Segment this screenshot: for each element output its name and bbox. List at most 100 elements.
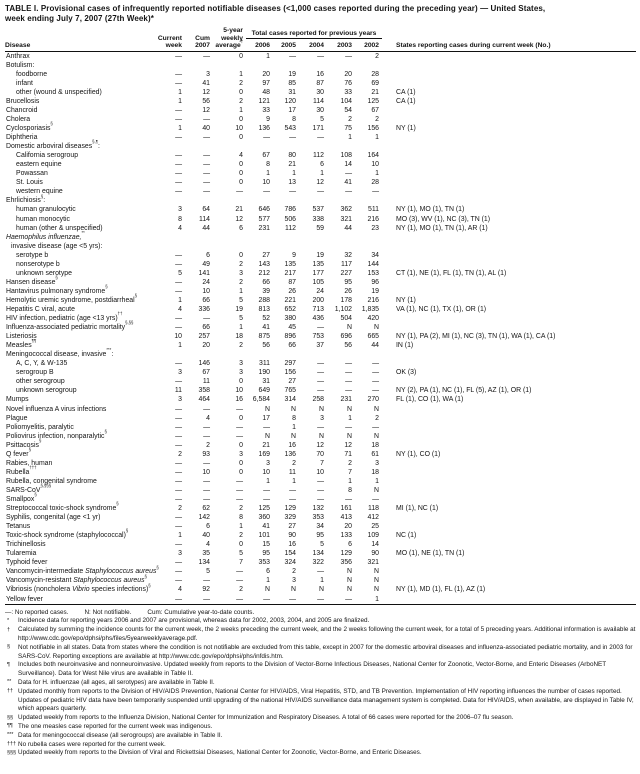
case-count-cell: 1	[239, 287, 243, 295]
case-count-cell: 1,102	[334, 306, 352, 313]
case-count-cell: 20	[344, 523, 352, 531]
case-count-cell	[157, 242, 185, 251]
footnote-marker: §	[144, 573, 147, 579]
table-row: Cholera — — 0 9 8 5 2 2	[5, 115, 636, 124]
case-count-cell: 3	[178, 396, 182, 404]
case-count-cell: 11	[202, 378, 210, 386]
legend-line: —: No reported cases. N: Not notifiable. C…	[5, 609, 636, 618]
disease-label: infant	[16, 79, 33, 87]
case-count-cell: 358	[198, 387, 211, 395]
case-count-cell: 324	[284, 559, 297, 567]
case-count-cell: N	[265, 405, 270, 413]
col-header-5yr-avg: 5-year weekly average†	[213, 27, 246, 51]
case-count-cell: 12	[235, 215, 243, 223]
table-row: Listeriosis 10 257 18 875 896 753 696 665 NY (1),…	[5, 332, 636, 341]
footnote-marker: §	[40, 193, 44, 199]
table-row: Novel influenza A virus infections — — — N N N…	[5, 405, 636, 414]
table-row: Typhoid fever — 134 7 353 324 322 356 321	[5, 558, 636, 567]
case-count-cell: 649	[258, 387, 271, 395]
case-count-cell: 135	[284, 260, 297, 268]
case-count-cell: —	[236, 477, 243, 485]
case-count-cell: —	[372, 423, 379, 431]
case-count-cell: —	[203, 495, 210, 503]
case-count-cell: —	[317, 387, 324, 395]
case-count-cell: 1	[178, 125, 182, 133]
case-count-cell: —	[236, 577, 243, 585]
case-count-cell: —	[203, 179, 210, 187]
case-count-cell: 2	[239, 278, 243, 286]
disease-label: eastern equine	[16, 161, 62, 169]
case-count-cell: 34	[316, 523, 324, 531]
table-row: infant — 41 2 97 85 87 76 69	[5, 79, 636, 88]
case-count-cell: 537	[312, 206, 325, 214]
case-count-cell: 321	[340, 215, 353, 223]
case-count-cell: 3	[239, 369, 243, 377]
disease-label: Vibriosis (noncholera Vibrio species inf…	[6, 582, 151, 594]
case-count-cell	[327, 61, 355, 70]
disease-label: Psittacosis§	[6, 437, 42, 449]
case-count-cell	[355, 142, 382, 151]
footnote: §§§ Updated weekly from reports to the Di…	[5, 749, 636, 758]
case-count-cell: 2	[292, 459, 296, 467]
case-count-cell: 136	[284, 450, 297, 458]
case-count-cell: —	[203, 486, 210, 494]
case-count-cell: 109	[367, 532, 380, 540]
case-count-cell: —	[175, 468, 182, 476]
states-reporting-cell	[382, 169, 636, 178]
case-count-cell: 10	[262, 468, 270, 476]
states-reporting-cell	[382, 260, 636, 269]
table-row: Q fever§ 2 93 3 169 136 70 71 61 NY (1), CO (1)	[5, 447, 636, 459]
case-count-cell	[157, 61, 185, 70]
case-count-cell	[299, 61, 327, 70]
case-count-cell: —	[175, 523, 182, 531]
case-count-cell: 129	[340, 550, 353, 558]
disease-label: Cholera	[6, 116, 31, 124]
states-reporting-cell	[382, 115, 636, 124]
states-reporting-cell: MO (1), NE (1), TN (1)	[396, 550, 465, 558]
table-row: other serogroup — 11 0 31 27 — — —	[5, 377, 636, 386]
case-count-cell: —	[236, 486, 243, 494]
case-count-cell: 41	[262, 523, 270, 531]
footnote: ¶ Includes both neuroinvasive and nonneur…	[5, 661, 636, 679]
case-count-cell: 7	[320, 459, 324, 467]
case-count-cell	[185, 242, 213, 251]
table-row: foodborne — 3 1 20 19 16 20 28	[5, 70, 636, 79]
states-reporting-cell	[382, 350, 636, 359]
states-reporting-cell	[382, 151, 636, 160]
case-count-cell: 93	[202, 450, 210, 458]
states-reporting-cell	[382, 196, 636, 205]
case-count-cell: —	[203, 423, 210, 431]
disease-label: unknown serogroup	[16, 387, 77, 395]
states-reporting-cell: CT (1), NE (1), FL (1), TN (1), AL (1)	[396, 269, 507, 277]
case-count-cell: —	[175, 360, 182, 368]
case-count-cell	[327, 196, 355, 205]
case-count-cell	[355, 233, 382, 242]
case-count-cell: 10	[262, 179, 270, 187]
case-count-cell: —	[175, 514, 182, 522]
case-count-cell: N	[291, 432, 296, 440]
disease-label: Typhoid fever	[6, 559, 48, 567]
footnote-text: Incidence data for reporting years 2006 …	[18, 617, 370, 625]
case-count-cell: —	[317, 495, 324, 503]
case-count-cell: 64	[202, 206, 210, 214]
case-count-cell	[246, 196, 273, 205]
case-count-cell: 1	[239, 523, 243, 531]
col-header-2003: 2003	[337, 42, 352, 50]
case-count-cell: 5	[239, 315, 243, 323]
case-count-cell: 258	[312, 396, 325, 404]
footnote-marker: ¶¶	[31, 338, 37, 344]
case-count-cell: 13	[288, 179, 296, 187]
case-count-cell: N	[319, 405, 324, 413]
footnote-text: Updated weekly from reports to the Influ…	[18, 714, 514, 722]
case-count-cell: —	[317, 423, 324, 431]
case-count-cell: —	[203, 595, 210, 603]
states-reporting-cell	[382, 522, 636, 531]
case-count-cell: 75	[344, 125, 352, 133]
case-count-cell: 8	[266, 161, 270, 169]
case-count-cell: —	[263, 495, 270, 503]
states-reporting-cell: CA (1)	[396, 97, 416, 105]
footnote-marker: **	[81, 229, 85, 235]
case-count-cell: —	[317, 595, 324, 603]
case-count-cell: —	[175, 541, 182, 549]
case-count-cell: 504	[340, 315, 353, 323]
